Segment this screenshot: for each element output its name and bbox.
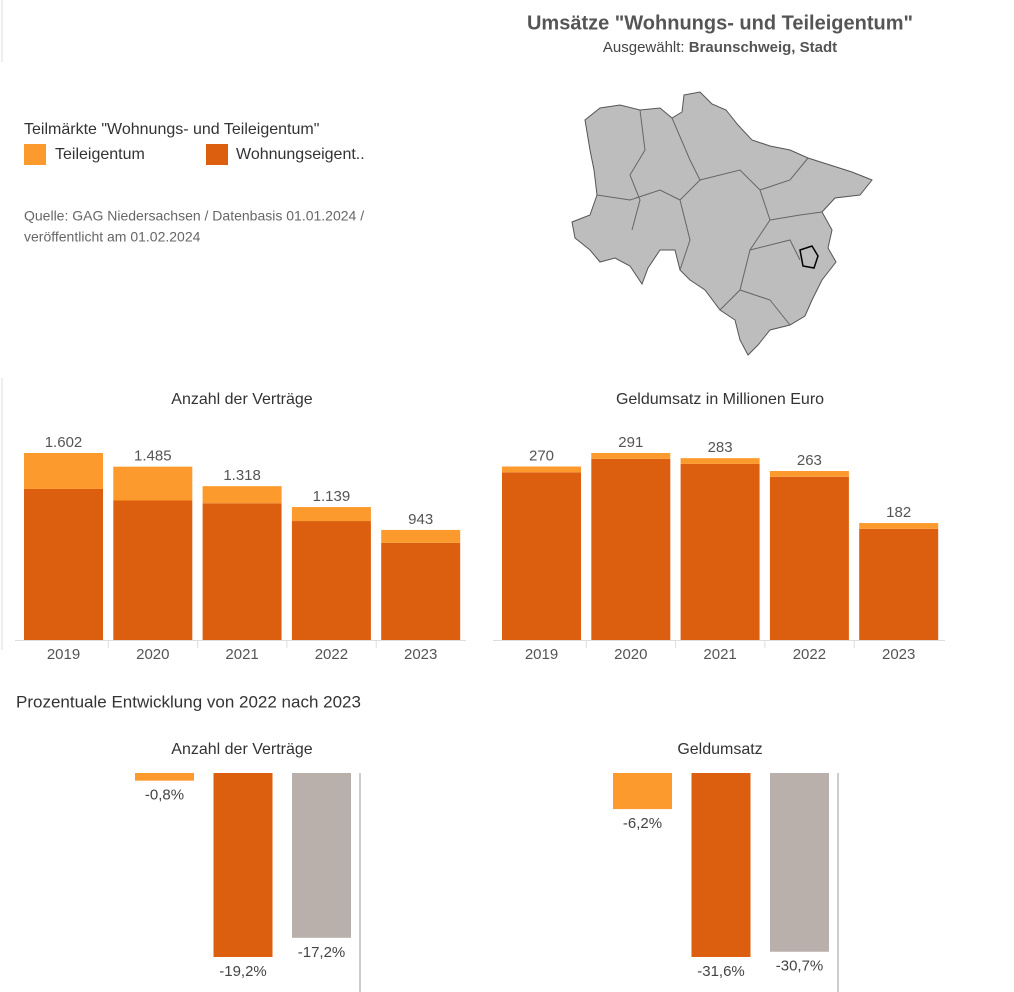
bar-segment — [591, 458, 671, 640]
chart-title: Geldumsatz in Millionen Euro — [616, 391, 824, 408]
x-tick-label: 2022 — [793, 646, 826, 663]
bar-segment — [24, 453, 103, 489]
total-label: 182 — [886, 504, 911, 521]
x-tick-label: 2022 — [315, 646, 348, 663]
x-tick-label: 2023 — [882, 646, 915, 663]
total-label: 943 — [408, 511, 433, 528]
subtitle: Ausgewählt: Braunschweig, Stadt — [603, 39, 837, 56]
bar-segment — [680, 463, 760, 640]
total-label: 263 — [797, 452, 822, 469]
legend-title: Teilmärkte "Wohnungs- und Teileigentum" — [24, 121, 319, 138]
value-label: -31,6% — [697, 963, 745, 980]
x-tick-label: 2019 — [525, 646, 558, 663]
bar-segment — [291, 507, 371, 522]
bar-segment — [502, 472, 581, 640]
x-tick-label: 2019 — [47, 646, 80, 663]
bar-segment — [381, 529, 461, 543]
total-label: 1.602 — [45, 434, 83, 451]
value-label: -6,2% — [623, 815, 662, 832]
bar — [613, 773, 672, 810]
bar-segment — [769, 476, 849, 640]
subtitle-prefix: Ausgewählt: — [603, 39, 685, 56]
bar-segment — [291, 521, 371, 640]
bar-segment — [859, 528, 939, 640]
value-label: -19,2% — [219, 963, 267, 980]
x-tick-label: 2020 — [614, 646, 647, 663]
total-label: 1.318 — [223, 467, 261, 484]
bar-segment — [680, 458, 760, 464]
total-label: 1.485 — [134, 448, 172, 465]
legend-swatch — [206, 144, 228, 165]
title: Umsätze "Wohnungs- und Teileigentum" — [527, 12, 913, 34]
x-tick-label: 2021 — [703, 646, 736, 663]
bar-segment — [769, 470, 849, 477]
x-tick-label: 2021 — [225, 646, 258, 663]
map-border — [596, 109, 823, 326]
total-label: 283 — [708, 439, 733, 456]
bar-segment — [202, 486, 282, 504]
chart-title: Anzahl der Verträge — [171, 391, 313, 408]
bar — [691, 773, 751, 957]
legend-swatch — [24, 144, 46, 165]
bar — [135, 773, 194, 781]
bar — [292, 773, 351, 938]
chart-title: Anzahl der Verträge — [171, 741, 313, 758]
bar-segment — [24, 488, 103, 640]
chart-title: Geldumsatz — [677, 741, 762, 758]
map-region — [571, 91, 873, 356]
source: Quelle: GAG Niedersachsen / Datenbasis 0… — [24, 208, 364, 224]
legend-label: Teileigentum — [55, 146, 145, 163]
x-tick-label: 2020 — [136, 646, 169, 663]
bar-segment — [591, 453, 671, 459]
legend-label: Wohnungseigent.. — [236, 146, 365, 163]
bar-segment — [381, 542, 461, 640]
value-label: -17,2% — [298, 944, 346, 961]
total-label: 1.139 — [313, 488, 351, 505]
total-label: 270 — [529, 447, 554, 464]
source: veröffentlicht am 01.02.2024 — [24, 229, 201, 245]
total-label: 291 — [618, 434, 643, 451]
bar-segment — [502, 466, 581, 473]
bar-segment — [113, 500, 193, 640]
x-tick-label: 2023 — [404, 646, 437, 663]
bar — [213, 773, 273, 957]
bar-segment — [202, 503, 282, 640]
bar — [770, 773, 829, 952]
subtitle-selection: Braunschweig, Stadt — [689, 39, 837, 56]
value-label: -0,8% — [145, 787, 184, 804]
value-label: -30,7% — [776, 958, 824, 975]
map — [571, 91, 873, 356]
bar-segment — [859, 523, 939, 529]
bar-segment — [113, 466, 193, 501]
section-title: Prozentuale Entwicklung von 2022 nach 20… — [16, 692, 361, 711]
map-selected-region — [799, 245, 819, 269]
